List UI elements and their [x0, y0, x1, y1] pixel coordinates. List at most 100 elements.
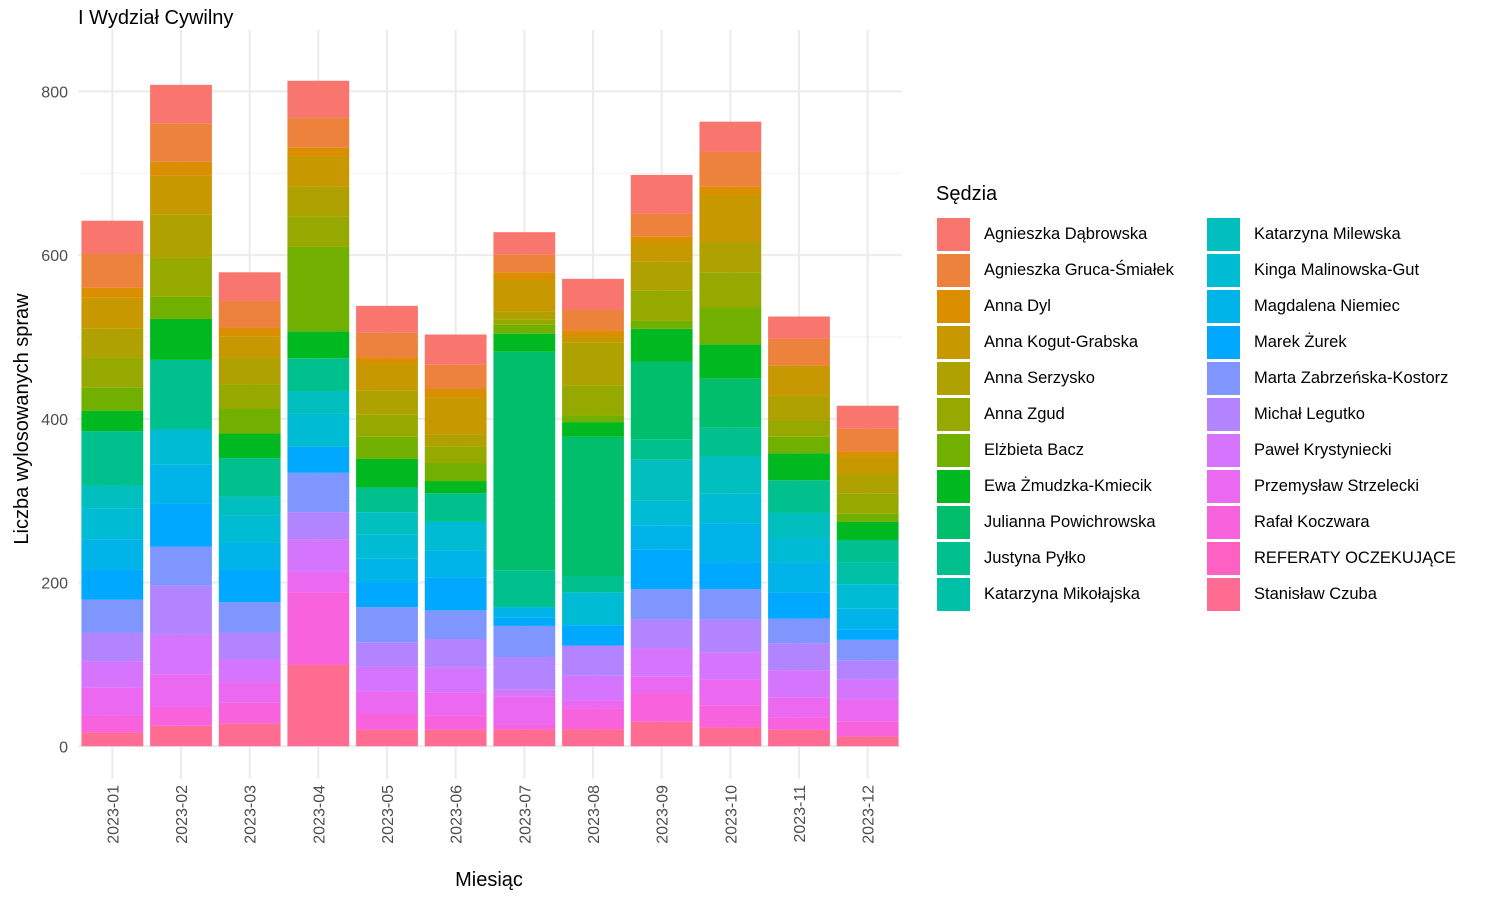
legend-label: Anna Dyl [984, 296, 1051, 315]
bar-segment [356, 534, 418, 559]
bar-segment [562, 708, 624, 730]
bar-segment [493, 617, 556, 626]
bar-segment [150, 546, 212, 586]
bar-segment [287, 512, 350, 540]
bar-segment [836, 639, 899, 661]
bar-segment [562, 330, 624, 337]
bar-segment [424, 481, 487, 494]
bar-segment [562, 278, 624, 310]
bar-segment [81, 732, 144, 747]
legend-item: Rafał Koczwara [1207, 505, 1370, 539]
bar-segment [424, 397, 487, 435]
bar-segment [562, 336, 624, 343]
bar-segment [562, 422, 624, 437]
legend-label: Kinga Malinowska-Gut [1254, 260, 1420, 279]
bar-segment [768, 537, 830, 563]
bar-segment [630, 213, 693, 237]
bar-segment [356, 390, 418, 415]
legend-swatch [937, 361, 970, 395]
bar-segment [356, 436, 418, 459]
bar-segment [356, 332, 418, 358]
legend-item: Paweł Krystyniecki [1207, 433, 1392, 467]
bar-segment [630, 174, 693, 214]
bar-segment [424, 434, 487, 447]
bar-segment [287, 413, 350, 447]
legend-swatch [1207, 541, 1240, 575]
legend-swatch [1207, 325, 1240, 359]
axes: 0 200 400 600 800 2023-01 2023-02 2023-03 2023-0… [41, 84, 877, 843]
bar-segment [699, 619, 762, 653]
legend-label: Magdalena Niemiec [1254, 296, 1400, 315]
legend-swatch [1207, 289, 1240, 323]
bar-segment [562, 592, 624, 626]
legend-item: Agnieszka Gruca-Śmiałek [937, 253, 1174, 287]
bar-segment [81, 569, 144, 600]
bar-segment [768, 316, 830, 339]
bar-segment [768, 453, 830, 481]
bar-segment [218, 723, 281, 747]
bar-segment [424, 446, 487, 464]
legend-label: Marta Zabrzeńska-Kostorz [1254, 368, 1449, 387]
bar-segment [699, 307, 762, 345]
bar-segment [287, 147, 350, 157]
legend-item: Anna Serzysko [937, 361, 1095, 395]
bar-segment [356, 558, 418, 583]
bar-segment [287, 246, 350, 332]
legend-label: Agnieszka Gruca-Śmiałek [984, 260, 1174, 279]
x-tick-label: 2023-11 [792, 785, 809, 843]
bar-segment [218, 682, 281, 703]
bar-segment [287, 358, 350, 391]
bar-segment [81, 253, 144, 288]
bar-segment [630, 439, 693, 460]
bar-segment [287, 390, 350, 414]
legend-label: Anna Serzysko [984, 368, 1095, 387]
bar-segment [493, 696, 556, 725]
bar-segment [356, 642, 418, 667]
bar-segment [424, 729, 487, 747]
x-tick-label: 2023-01 [105, 785, 122, 844]
legend-item: Magdalena Niemiec [1207, 289, 1400, 323]
bar-segment [150, 257, 212, 297]
bar-segment [630, 290, 693, 321]
bar-segment [81, 508, 144, 540]
legend-swatch [937, 325, 970, 359]
legend-swatch [937, 505, 970, 539]
bar-segment [768, 670, 830, 698]
bar-segment [699, 242, 762, 273]
bar-segment [150, 429, 212, 465]
bar-segment [630, 242, 693, 262]
bar-segment [356, 607, 418, 643]
x-tick-label: 2023-12 [861, 785, 878, 844]
bar-segment [836, 584, 899, 609]
bar-segment [768, 480, 830, 513]
bar-segment [287, 472, 350, 513]
bar-segment [630, 500, 693, 526]
bar-segment [836, 721, 899, 737]
legend-swatch [1207, 361, 1240, 395]
bar-segment [699, 523, 762, 563]
bar-segment [562, 575, 624, 593]
legend-label: Justyna Pyłko [984, 548, 1086, 567]
bar-segment [424, 388, 487, 398]
bar-segment [150, 84, 212, 124]
bar-segment [562, 625, 624, 646]
x-tick-label: 2023-08 [586, 785, 603, 844]
bar-segment [699, 194, 762, 243]
bar-segment [493, 272, 556, 281]
bar-segment [287, 117, 350, 148]
legend-item: Elżbieta Bacz [937, 433, 1084, 467]
y-tick-label: 200 [41, 576, 68, 593]
bar-segment [630, 549, 693, 590]
bar-segment [493, 729, 556, 747]
bar-segment [81, 328, 144, 358]
bar-segment [424, 521, 487, 551]
bar-segment [356, 357, 418, 364]
bar-segment [218, 602, 281, 633]
bar-segment [218, 409, 281, 434]
bar-segment [150, 214, 212, 258]
bar-segment [150, 161, 212, 176]
bar-segment [836, 679, 899, 700]
bar-segment [287, 216, 350, 247]
legend-label: Rafał Koczwara [1254, 512, 1370, 531]
bar-segment [424, 463, 487, 482]
